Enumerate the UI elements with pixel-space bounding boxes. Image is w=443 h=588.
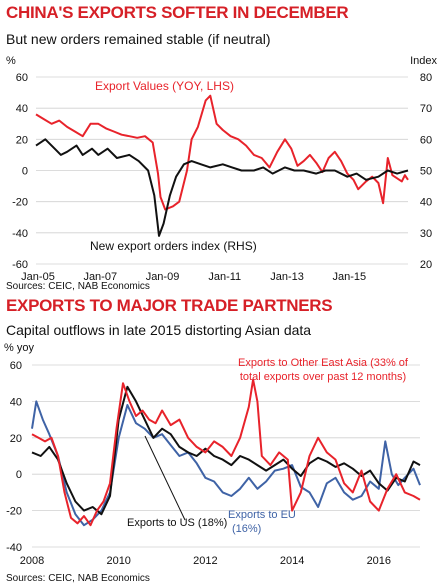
bottom-x-tick: 2010: [106, 555, 130, 567]
us-annotation-pointer: [144, 435, 186, 521]
bottom-y-tick: 0: [16, 469, 22, 481]
bottom-x-tick: 2012: [193, 555, 217, 567]
top-y-right-tick: 40: [420, 197, 432, 209]
top-chart-source: Sources: CEIC, NAB Economics: [6, 281, 150, 292]
export-values-annotation: Export Values (YOY, LHS): [95, 79, 234, 93]
top-y-right-tick: 20: [420, 259, 432, 271]
top-y-left-tick: -40: [12, 228, 28, 240]
top-x-tick: Jan-13: [270, 271, 304, 283]
top-x-tick: Jan-07: [83, 271, 117, 283]
eu-annotation-line1: Exports to EU: [228, 509, 296, 521]
top-y-left-tick: 20: [16, 134, 28, 146]
bottom-y-tick: 20: [10, 433, 22, 445]
other-east-asia-annotation-line1: Exports to Other East Asia (33% of: [238, 357, 409, 369]
top-chart-plot: % Index 60 40 20 0 -20 -40 -60 80 70 60 50 40 30 20 Jan-…: [6, 55, 437, 283]
top-y-right-tick: 70: [420, 103, 432, 115]
bottom-chart-panel: Exports to major trade partners Capital …: [0, 296, 443, 588]
eu-annotation-line2: (16%): [232, 523, 261, 535]
bottom-y-label: % yoy: [4, 342, 34, 354]
eu-line: [31, 400, 421, 527]
top-y-right-tick: 80: [420, 72, 432, 84]
top-y-right-tick: 30: [420, 228, 432, 240]
top-y-left-tick: 0: [22, 166, 28, 178]
top-chart-title: China's exports softer in December: [6, 3, 349, 22]
bottom-y-tick: 60: [10, 360, 22, 372]
other-east-asia-annotation-line2: total exports over past 12 months): [240, 371, 406, 383]
new-export-orders-annotation: New export orders index (RHS): [90, 239, 257, 253]
other-east-asia-line: [31, 378, 421, 527]
top-x-tick: Jan-09: [146, 271, 180, 283]
top-x-tick: Jan-15: [332, 271, 366, 283]
top-y-right-label: Index: [410, 55, 437, 67]
bottom-chart-subtitle: Capital outflows in late 2015 distorting…: [6, 322, 312, 338]
bottom-x-tick: 2016: [367, 555, 391, 567]
top-chart-panel: China's exports softer in December But n…: [6, 3, 437, 292]
top-y-left-tick: 40: [16, 103, 28, 115]
top-chart-subtitle: But new orders remained stable (if neutr…: [6, 31, 271, 47]
new-export-orders-line: [35, 138, 409, 237]
top-y-left-tick: -20: [12, 197, 28, 209]
top-y-right-tick: 50: [420, 166, 432, 178]
bottom-chart-title: Exports to major trade partners: [6, 296, 333, 315]
bottom-y-tick: 40: [10, 396, 22, 408]
top-x-tick: Jan-05: [21, 271, 55, 283]
bottom-y-tick: -20: [6, 506, 22, 518]
bottom-x-tick: 2014: [280, 555, 304, 567]
export-values-line: [35, 94, 409, 211]
top-x-tick: Jan-11: [208, 271, 241, 283]
top-y-left-tick: 60: [16, 72, 28, 84]
bottom-y-tick: -40: [6, 542, 22, 554]
top-y-left-label: %: [6, 55, 16, 67]
us-annotation: Exports to US (18%): [127, 517, 227, 529]
bottom-chart-source: Sources: CEIC, NAB Economics: [6, 573, 150, 584]
top-y-left-tick: -60: [12, 259, 28, 271]
top-y-right-tick: 60: [420, 134, 432, 146]
bottom-x-tick: 2008: [20, 555, 44, 567]
